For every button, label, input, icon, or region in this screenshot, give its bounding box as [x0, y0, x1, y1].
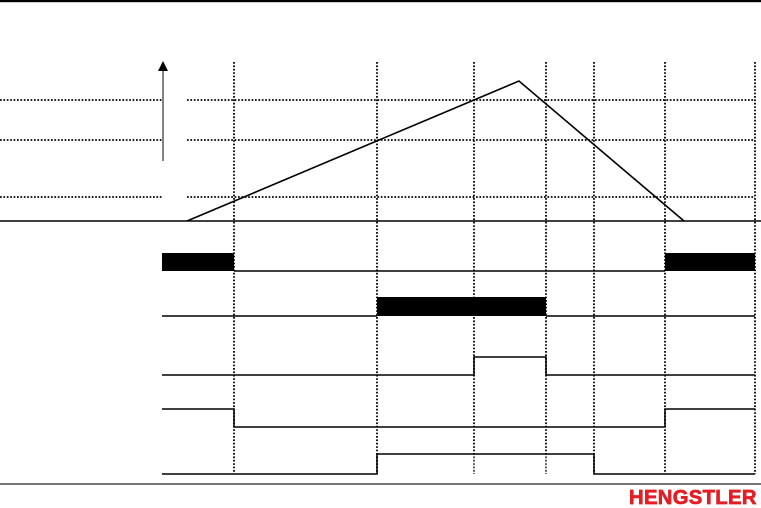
svg-text:HENGSTLER: HENGSTLER — [629, 487, 757, 508]
